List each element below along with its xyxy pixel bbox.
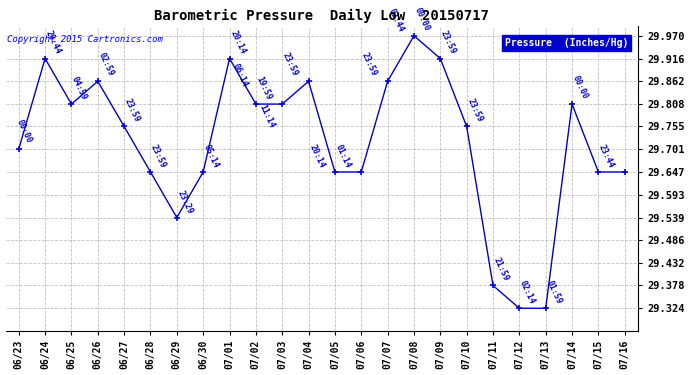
Title: Barometric Pressure  Daily Low  20150717: Barometric Pressure Daily Low 20150717 (155, 9, 489, 24)
Text: 23:59: 23:59 (149, 143, 168, 170)
Text: 19:59: 19:59 (255, 75, 273, 102)
Text: 23:59: 23:59 (439, 28, 457, 55)
Text: 23:44: 23:44 (597, 143, 615, 170)
Text: 23:59: 23:59 (123, 98, 141, 124)
Text: 00:00: 00:00 (571, 74, 589, 101)
Text: 04:59: 04:59 (70, 75, 89, 102)
Text: 02:59: 02:59 (97, 51, 115, 78)
Text: Copyright 2015 Cartronics.com: Copyright 2015 Cartronics.com (7, 35, 163, 44)
Text: 01:14: 01:14 (333, 143, 353, 170)
Text: 06:14: 06:14 (231, 62, 250, 88)
Text: 20:14: 20:14 (228, 28, 247, 55)
Text: 11:14: 11:14 (257, 103, 276, 129)
Text: 01:59: 01:59 (544, 279, 563, 306)
Text: 23:59: 23:59 (360, 51, 379, 78)
Text: 23:59: 23:59 (281, 51, 299, 78)
Text: 02:44: 02:44 (386, 7, 405, 33)
Text: 00:00: 00:00 (14, 118, 34, 145)
Text: 23:59: 23:59 (465, 98, 484, 124)
Text: 02:14: 02:14 (518, 279, 537, 306)
Text: 21:59: 21:59 (492, 256, 511, 283)
Text: 00:00: 00:00 (413, 6, 431, 32)
Text: 20:14: 20:14 (307, 143, 326, 170)
Text: 20:44: 20:44 (43, 28, 63, 55)
Text: Pressure  (Inches/Hg): Pressure (Inches/Hg) (505, 38, 629, 48)
Text: 23:29: 23:29 (175, 189, 194, 215)
Text: 05:14: 05:14 (202, 143, 221, 170)
